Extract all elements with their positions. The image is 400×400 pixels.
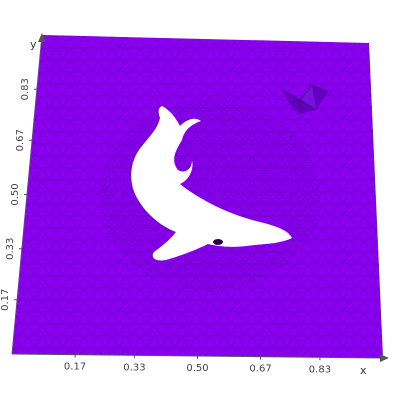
- dolphin-hole: [131, 106, 292, 261]
- x-tick-label: 0.17: [64, 362, 86, 373]
- x-axis-arrow: [380, 354, 389, 362]
- x-tick-label: 0.67: [249, 364, 271, 375]
- x-tick-label: 0.50: [186, 363, 208, 374]
- x-axis-ticks: 0.17 0.33 0.50 0.67 0.83: [64, 354, 331, 375]
- y-tick-label: 0.83: [20, 78, 31, 100]
- mesh-dent-feature: [281, 84, 329, 114]
- mesh-dense-spot: [213, 239, 223, 245]
- y-axis-ticks: 0.17 0.33 0.50 0.67 0.83: [0, 78, 37, 311]
- x-tick-label: 0.33: [123, 362, 145, 373]
- x-tick-label: 0.83: [309, 364, 331, 375]
- y-axis-arrow: [38, 33, 46, 42]
- y-tick-label: 0.33: [5, 238, 16, 260]
- x-axis-name: x: [360, 364, 367, 377]
- y-axis-name: y: [30, 38, 37, 51]
- y-tick-label: 0.50: [10, 183, 21, 205]
- y-tick-label: 0.67: [15, 129, 26, 151]
- y-tick-label: 0.17: [0, 289, 11, 311]
- mesh-refinement-zone: [100, 100, 320, 290]
